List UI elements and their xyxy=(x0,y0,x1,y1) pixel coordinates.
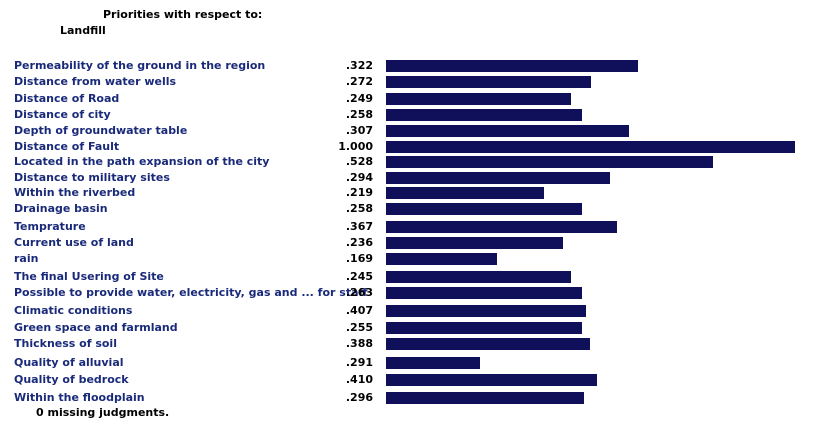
priority-bar xyxy=(386,322,582,334)
criterion-label: Possible to provide water, electricity, … xyxy=(14,286,368,299)
priority-bar xyxy=(386,221,617,233)
priority-value: .322 xyxy=(345,59,373,72)
priority-bar xyxy=(386,237,563,249)
chart-row: Distance of Road .249 xyxy=(0,92,832,106)
chart-row: rain .169 xyxy=(0,252,832,266)
priority-value: .245 xyxy=(345,270,373,283)
priority-value: .236 xyxy=(345,236,373,249)
priority-value: .294 xyxy=(345,171,373,184)
criterion-label: Current use of land xyxy=(14,236,134,249)
priority-bar xyxy=(386,305,586,317)
priority-value: .528 xyxy=(345,155,373,168)
criterion-label: Quality of bedrock xyxy=(14,373,129,386)
priority-value: .255 xyxy=(345,321,373,334)
chart-row: Drainage basin .258 xyxy=(0,202,832,216)
priority-value: .219 xyxy=(345,186,373,199)
criterion-label: rain xyxy=(14,252,39,265)
priority-bar xyxy=(386,93,571,105)
criterion-label: Quality of alluvial xyxy=(14,356,124,369)
criterion-label: Distance to military sites xyxy=(14,171,170,184)
criterion-label: Green space and farmland xyxy=(14,321,178,334)
priority-bar xyxy=(386,271,571,283)
criterion-label: The final Usering of Site xyxy=(14,270,164,283)
priority-bar xyxy=(386,141,795,153)
priority-bar xyxy=(386,187,544,199)
priority-value: .407 xyxy=(345,304,373,317)
priorities-title: Priorities with respect to: xyxy=(103,8,263,21)
priority-value: .249 xyxy=(345,92,373,105)
chart-row: Green space and farmland .255 xyxy=(0,321,832,335)
chart-row: Thickness of soil .388 xyxy=(0,337,832,351)
criterion-label: Thickness of soil xyxy=(14,337,117,350)
criterion-label: Drainage basin xyxy=(14,202,108,215)
chart-row: Possible to provide water, electricity, … xyxy=(0,286,832,300)
goal-name: Landfill xyxy=(60,24,106,37)
missing-judgments-note: 0 missing judgments. xyxy=(36,406,169,419)
priority-value: .388 xyxy=(345,337,373,350)
priority-bar xyxy=(386,203,582,215)
chart-row: Temprature .367 xyxy=(0,220,832,234)
priority-bar xyxy=(386,109,582,121)
chart-row: Within the riverbed .219 xyxy=(0,186,832,200)
priority-value: .307 xyxy=(345,124,373,137)
priority-bar xyxy=(386,60,638,72)
priority-bar xyxy=(386,172,610,184)
priority-bar xyxy=(386,392,584,404)
chart-row: Distance to military sites .294 xyxy=(0,171,832,185)
chart-row: Climatic conditions .407 xyxy=(0,304,832,318)
chart-row: Depth of groundwater table .307 xyxy=(0,124,832,138)
chart-row: Current use of land .236 xyxy=(0,236,832,250)
chart-row: Distance of city .258 xyxy=(0,108,832,122)
criterion-label: Located in the path expansion of the cit… xyxy=(14,155,270,168)
chart-row: Quality of alluvial .291 xyxy=(0,356,832,370)
priority-value: .258 xyxy=(345,202,373,215)
priority-bar xyxy=(386,156,713,168)
priority-bar xyxy=(386,338,590,350)
priority-value: .272 xyxy=(345,75,373,88)
priority-value: .169 xyxy=(345,252,373,265)
criterion-label: Distance of Road xyxy=(14,92,120,105)
criterion-label: Climatic conditions xyxy=(14,304,133,317)
priority-value: .410 xyxy=(345,373,373,386)
missing-judgments-count: 0 xyxy=(36,406,44,419)
criterion-label: Distance of city xyxy=(14,108,111,121)
priority-value: .258 xyxy=(345,108,373,121)
priority-bar xyxy=(386,76,591,88)
criterion-label: Within the floodplain xyxy=(14,391,145,404)
criterion-label: Distance of Fault xyxy=(14,140,120,153)
chart-row: Permeability of the ground in the region… xyxy=(0,59,832,73)
priority-value: .291 xyxy=(345,356,373,369)
priority-value: 1.000 xyxy=(338,140,373,153)
chart-row: Located in the path expansion of the cit… xyxy=(0,155,832,169)
chart-row: The final Usering of Site .245 xyxy=(0,270,832,284)
chart-row: Distance of Fault 1.000 xyxy=(0,140,832,154)
chart-row: Within the floodplain .296 xyxy=(0,391,832,405)
priority-value: .263 xyxy=(345,286,373,299)
chart-row: Distance from water wells .272 xyxy=(0,75,832,89)
priority-bar xyxy=(386,374,597,386)
priority-bar xyxy=(386,287,582,299)
priority-bar xyxy=(386,125,629,137)
criterion-label: Distance from water wells xyxy=(14,75,177,88)
criterion-label: Permeability of the ground in the region xyxy=(14,59,266,72)
priority-value: .296 xyxy=(345,391,373,404)
criterion-label: Temprature xyxy=(14,220,86,233)
priority-bar xyxy=(386,253,497,265)
criterion-label: Depth of groundwater table xyxy=(14,124,188,137)
chart-row: Quality of bedrock .410 xyxy=(0,373,832,387)
priority-bar xyxy=(386,357,480,369)
missing-judgments-label: missing judgments. xyxy=(47,406,170,419)
priority-value: .367 xyxy=(345,220,373,233)
criterion-label: Within the riverbed xyxy=(14,186,136,199)
